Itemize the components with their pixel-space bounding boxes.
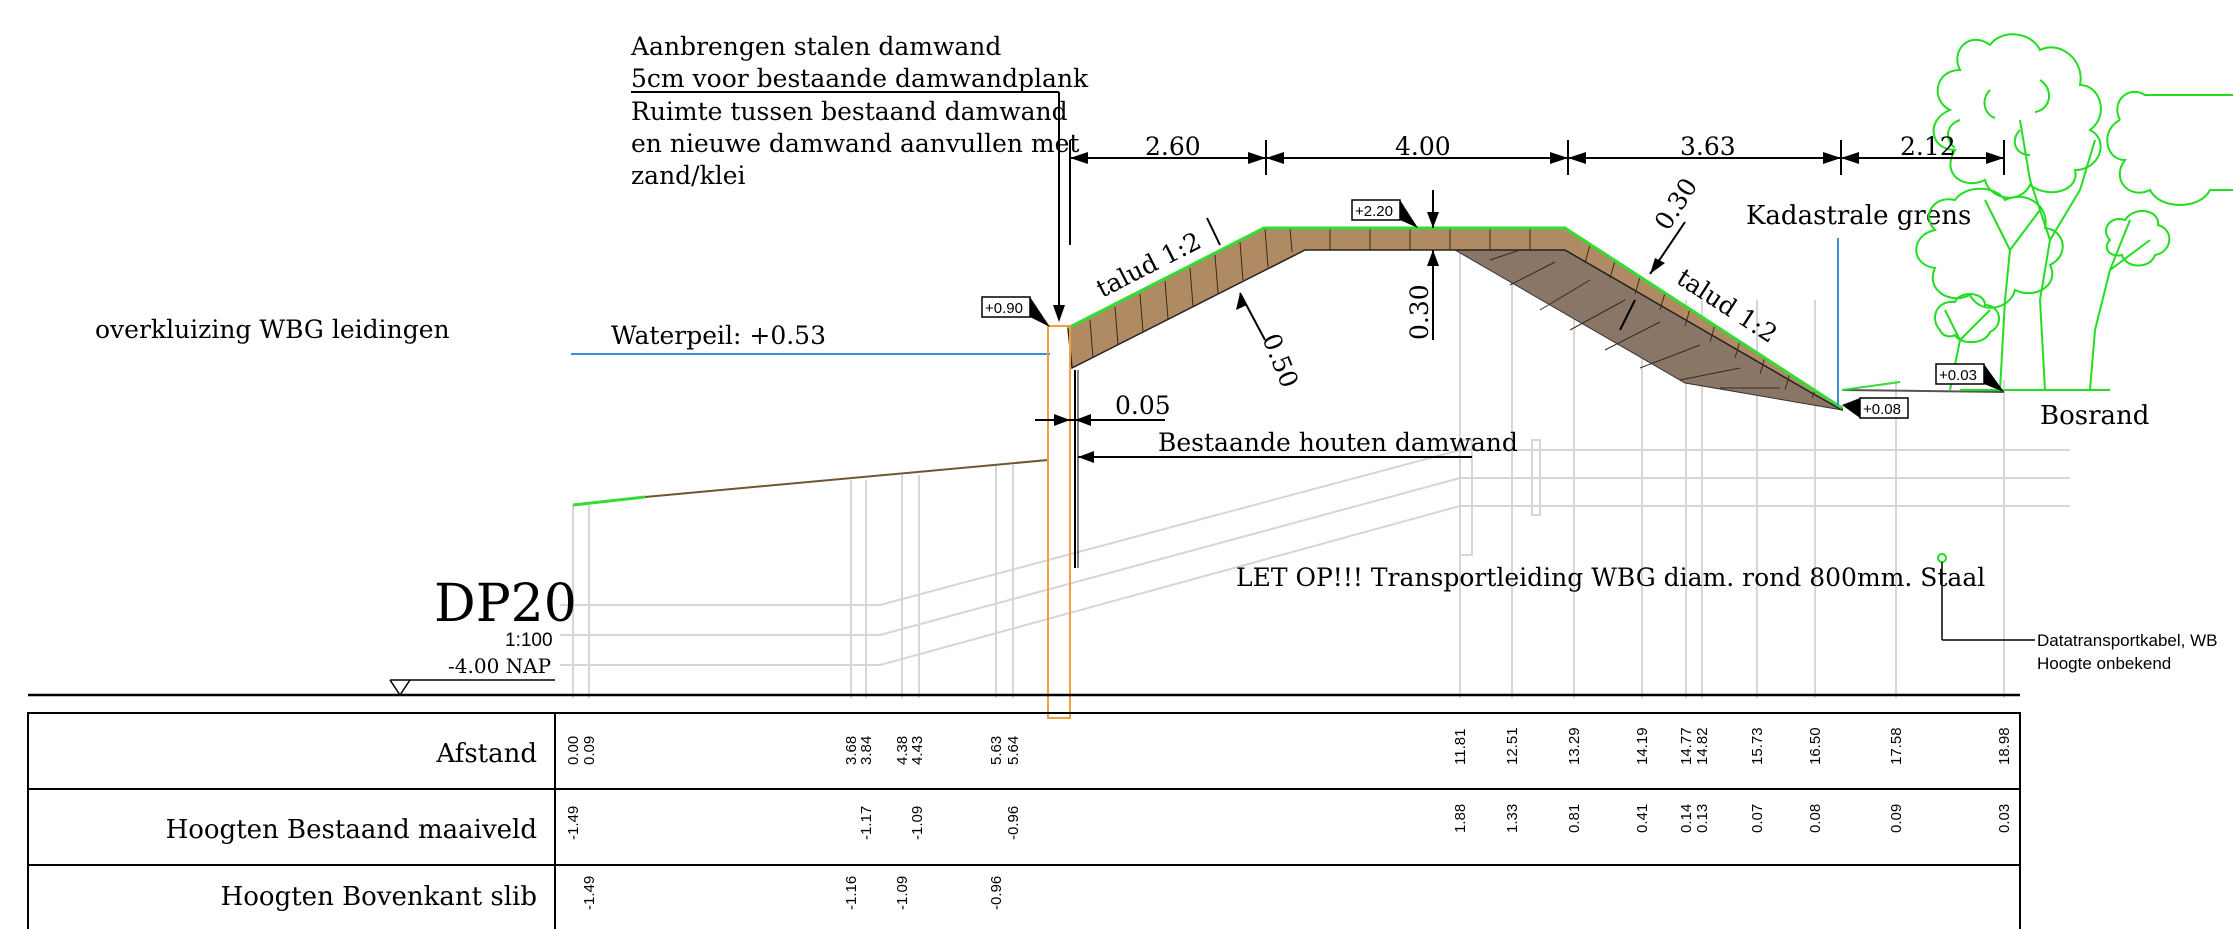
table-cell: 0.00 [565, 736, 582, 765]
table-cell: 0.09 [1888, 804, 1905, 833]
layer-dim-mid [1427, 190, 1439, 340]
table-cell: 5.63 [988, 736, 1005, 765]
row-afstand-values: 0.00 0.09 3.68 3.84 4.38 4.43 5.63 5.64 … [565, 727, 2013, 765]
table-cell: 0.41 [1634, 804, 1651, 833]
table-cell: 3.68 [843, 736, 860, 765]
level-marker-crest: +2.20 [1351, 199, 1418, 228]
bosrand-label: Bosrand [2040, 401, 2149, 431]
table-cell: -1.49 [565, 806, 582, 840]
svg-text:Aanbrengen stalen damwand: Aanbrengen stalen damwand [630, 32, 1001, 61]
level-marker-bosrand: +0.03 [1935, 363, 2004, 392]
table-cell: 11.81 [1452, 729, 1469, 765]
dim-2.60: 2.60 [1145, 132, 1201, 161]
gap-dimension-label: 0.05 [1115, 391, 1171, 420]
table-cell: 12.51 [1504, 727, 1521, 765]
svg-text:+0.90: +0.90 [985, 300, 1023, 317]
cable-leader [1937, 553, 2035, 641]
construction-note: Aanbrengen stalen damwand 5cm voor besta… [630, 32, 1089, 322]
scale-label: 1:100 [505, 630, 553, 651]
table-cell: 1.88 [1452, 804, 1469, 833]
table-cell: 3.84 [858, 736, 875, 765]
table-cell: 17.58 [1888, 727, 1905, 765]
table-cell: 14.77 [1678, 727, 1695, 765]
dim-2.12: 2.12 [1900, 132, 1956, 161]
dike-body [1067, 226, 2005, 412]
pipeline-lines [560, 250, 2070, 698]
sheet-pile [1047, 325, 1079, 719]
houten-damwand-label: Bestaande houten damwand [1158, 428, 1518, 457]
dim-3.63: 3.63 [1680, 132, 1736, 161]
row-label-slib: Hoogten Bovenkant slib [221, 882, 537, 912]
row-label-bestaand: Hoogten Bestaand maaiveld [166, 815, 537, 845]
table-cell: -0.96 [1005, 806, 1022, 840]
svg-text:5cm voor bestaande damwandplan: 5cm voor bestaande damwandplank [631, 64, 1089, 93]
page-title: DP20 [434, 574, 577, 634]
table-cell: 4.43 [909, 736, 926, 765]
table-cell: 15.73 [1749, 727, 1766, 765]
row-bestaand-values: -1.49 -1.17 -1.09 -0.96 1.88 1.33 0.81 0… [565, 804, 2013, 840]
tree-icon [1915, 33, 2233, 391]
level-marker-left: +0.90 [981, 296, 1050, 327]
svg-text:+0.08: +0.08 [1863, 401, 1901, 418]
existing-ground-left [572, 459, 1049, 507]
table-cell: 0.81 [1566, 804, 1583, 833]
kadastrale-label: Kadastrale grens [1746, 201, 1971, 231]
layer-dim-right-label: 0.30 [1649, 173, 1704, 235]
table-cell: 0.07 [1749, 804, 1766, 833]
svg-text:en nieuwe damwand aanvullen me: en nieuwe damwand aanvullen met [631, 129, 1079, 158]
table-cell: 4.38 [894, 736, 911, 765]
row-slib-values: -1.49 -1.16 -1.09 -0.96 [581, 876, 1005, 910]
table-cell: 16.50 [1807, 727, 1824, 765]
table-cell: -1.17 [858, 806, 875, 840]
left-label: overkluizing WBG leidingen [95, 315, 450, 344]
level-marker-right-toe: +0.08 [1842, 397, 1909, 419]
svg-text:zand/klei: zand/klei [631, 161, 746, 190]
table-cell: 0.03 [1996, 804, 2013, 833]
dim-4.00: 4.00 [1395, 132, 1451, 161]
letop-label: LET OP!!! Transportleiding WBG diam. ron… [1236, 563, 1985, 592]
reference-level-label: -4.00 NAP [448, 654, 551, 678]
cable-label-1: Datatransportkabel, WB [2037, 631, 2217, 650]
table-cell: 0.09 [581, 736, 598, 765]
layer-dim-left [1206, 217, 1266, 341]
table-cell: 14.19 [1634, 727, 1651, 765]
layer-dim-left-label: 0.50 [1256, 329, 1304, 391]
svg-text:+0.03: +0.03 [1939, 367, 1977, 384]
reference-marker [389, 679, 555, 697]
table-cell: 14.82 [1694, 727, 1711, 765]
houten-damwand-leader [1078, 451, 1472, 463]
profile-table [27, 712, 2021, 929]
table-cell: -0.96 [988, 876, 1005, 910]
layer-dim-right [1619, 221, 1686, 331]
table-cell: -1.49 [581, 876, 598, 910]
waterpeil-label: Waterpeil: +0.53 [611, 321, 826, 350]
table-cell: 13.29 [1566, 727, 1583, 765]
table-cell: 1.33 [1504, 804, 1521, 833]
gap-dimension [1035, 414, 1165, 426]
layer-dim-mid-label: 0.30 [1405, 284, 1434, 340]
row-label-afstand: Afstand [435, 739, 537, 769]
table-cell: 0.13 [1694, 804, 1711, 833]
table-cell: 18.98 [1996, 727, 2013, 765]
table-cell: -1.16 [843, 876, 860, 910]
svg-text:+2.20: +2.20 [1355, 203, 1393, 220]
cable-label-2: Hoogte onbekend [2037, 654, 2171, 673]
table-cell: -1.09 [894, 876, 911, 910]
table-cell: 0.08 [1807, 804, 1824, 833]
table-cell: 5.64 [1005, 736, 1022, 765]
dimension-chain [1069, 140, 2005, 245]
table-cell: -1.09 [909, 806, 926, 840]
table-cell: 0.14 [1678, 804, 1695, 833]
svg-text:Ruimte tussen bestaand damwand: Ruimte tussen bestaand damwand [631, 97, 1068, 126]
